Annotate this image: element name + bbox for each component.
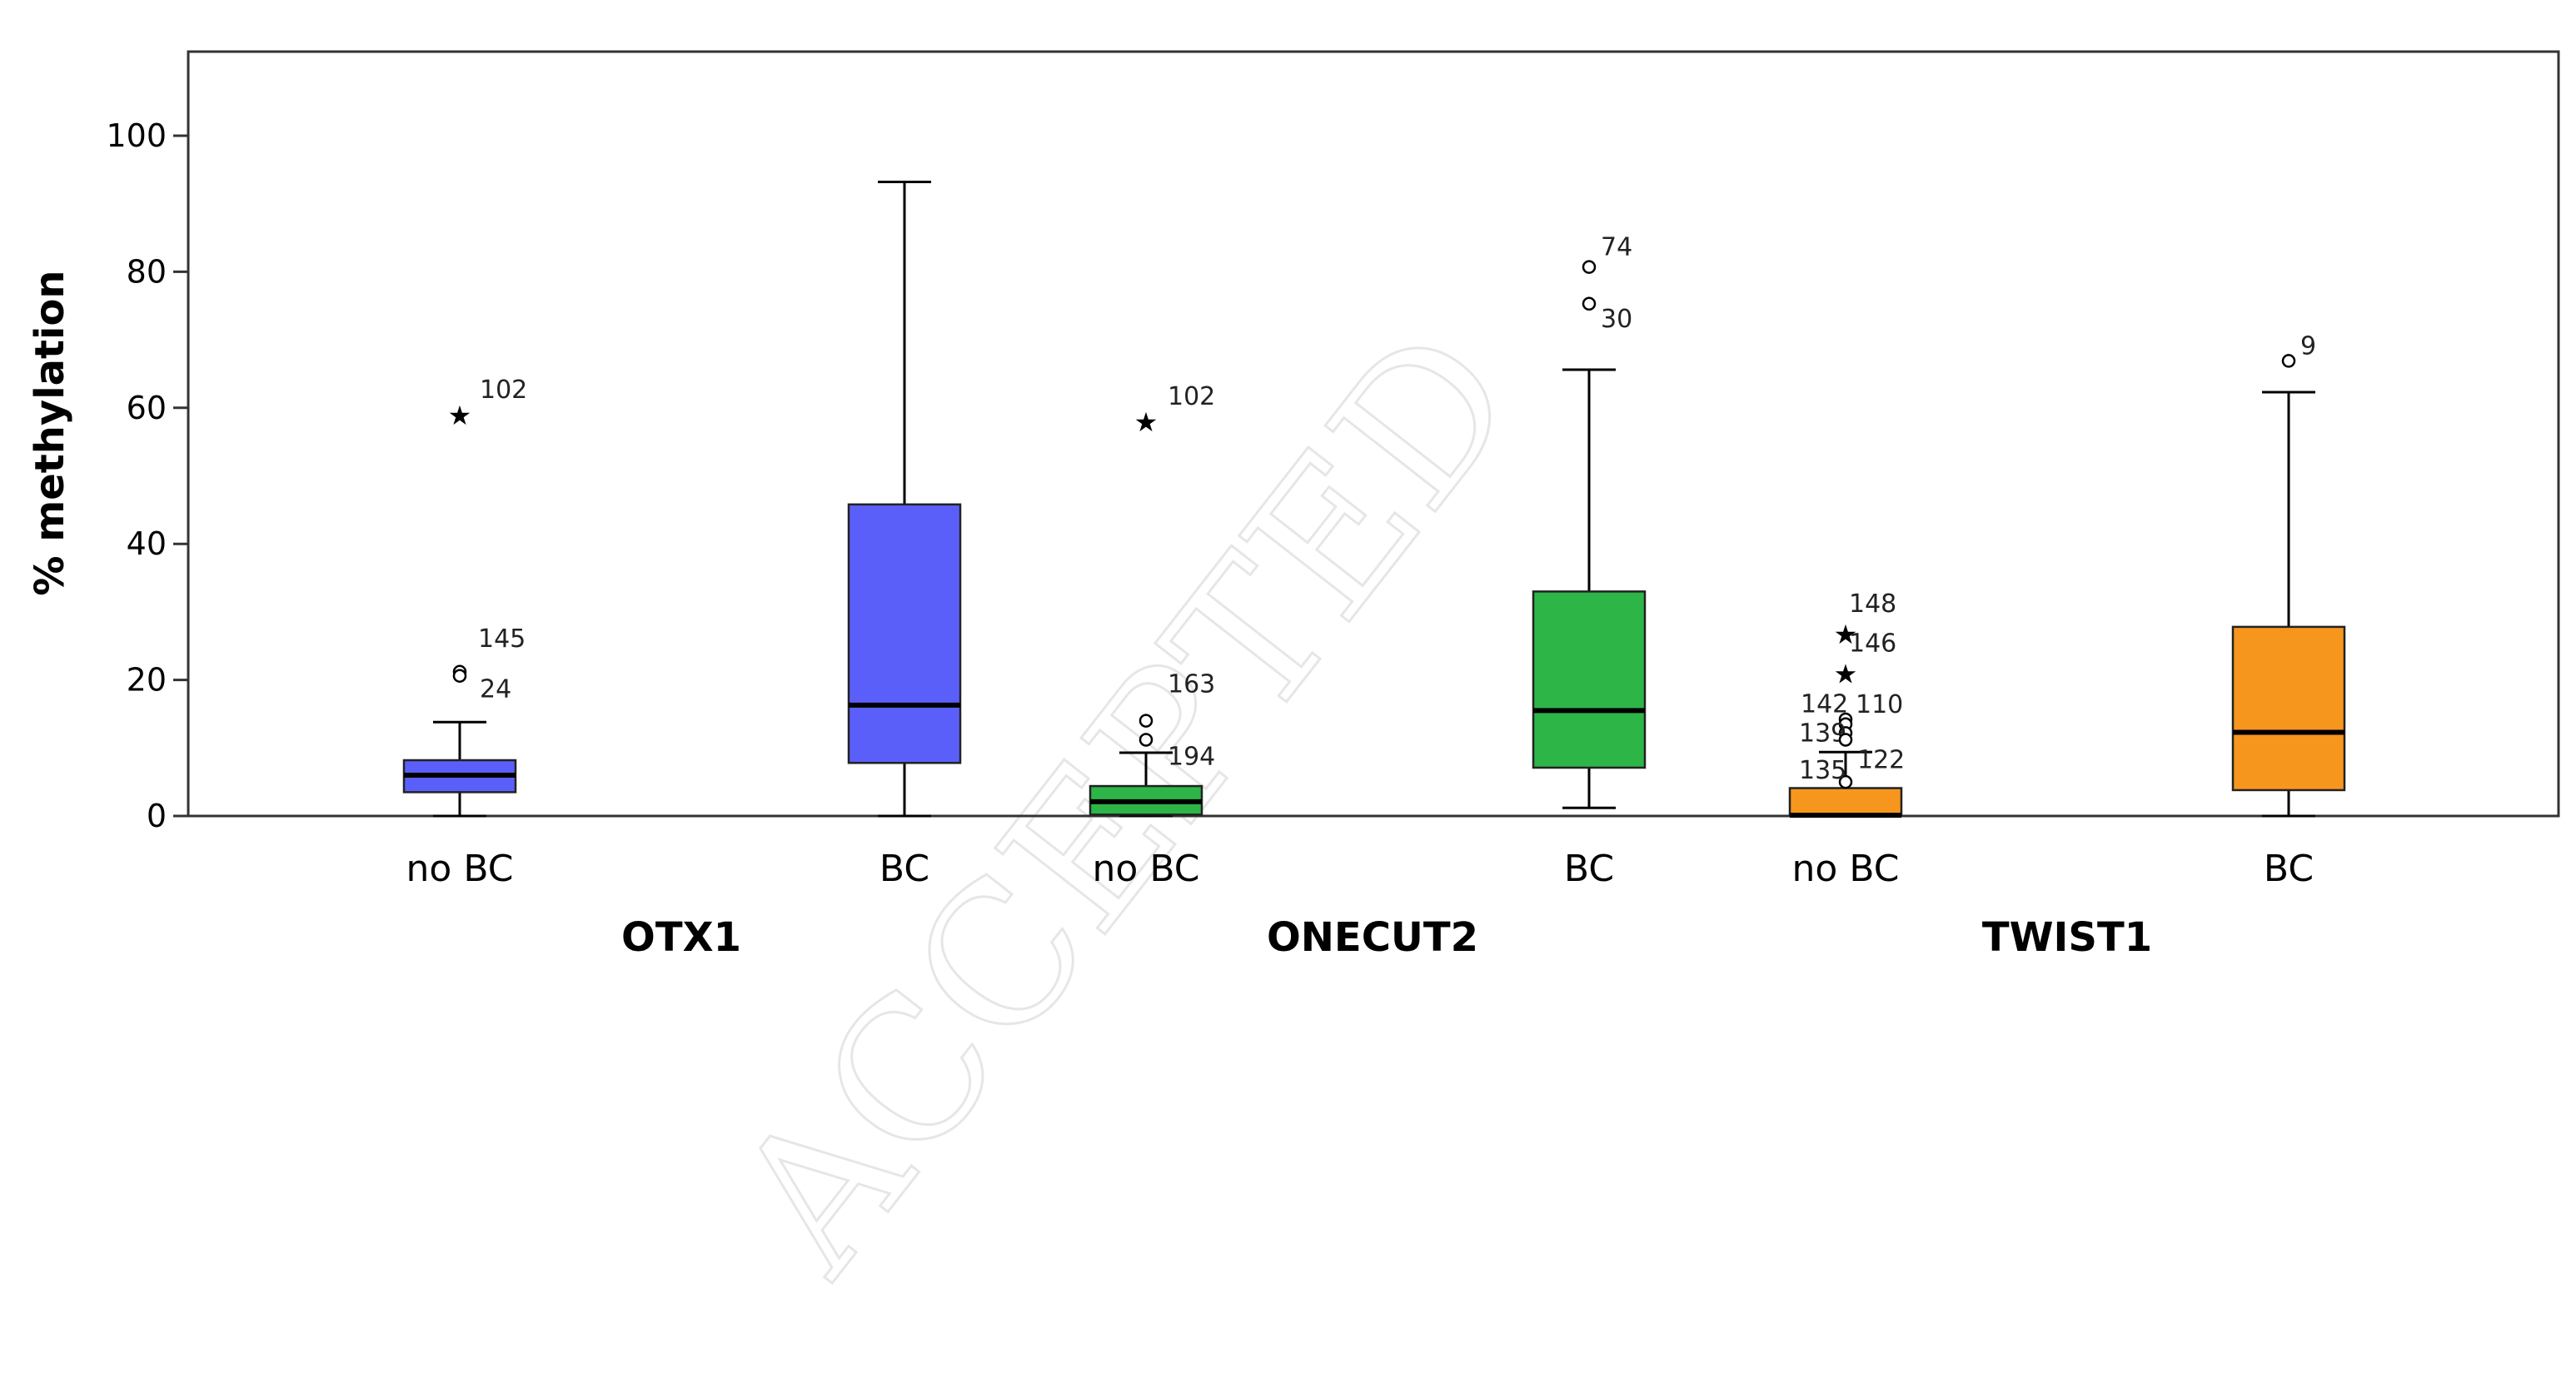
y-tick-label-100: 100: [106, 117, 167, 154]
outlier-label-148: 148: [1849, 590, 1896, 619]
y-tick-label-60: 60: [127, 390, 167, 426]
category-label: BC: [879, 848, 929, 890]
outlier-label-24: 24: [480, 675, 511, 704]
outlier-label-139: 139: [1799, 719, 1846, 748]
outlier-star: ★: [1834, 658, 1858, 689]
y-tick-label-0: 0: [147, 798, 167, 834]
outlier-label-102: 102: [1168, 382, 1215, 411]
outlier-label-102: 102: [480, 376, 527, 405]
box-otx1-no-bc: ★ 102 145 24: [402, 376, 527, 818]
y-axis: 0 20 40 60 80 100: [106, 117, 188, 834]
y-tick-label-20: 20: [127, 662, 167, 699]
iqr-box: [1788, 787, 1903, 818]
outlier-circle: [1838, 774, 1853, 789]
box-twist1-bc: 9: [2231, 331, 2346, 818]
box-onecut2-no-bc: ★ 102 163 194: [1089, 382, 1215, 818]
outlier-label-145: 145: [478, 624, 526, 654]
iqr-box: [1532, 590, 1647, 769]
box-onecut2-bc: 74 30: [1532, 233, 1647, 809]
outlier-label-163: 163: [1168, 670, 1215, 699]
outlier-label-30: 30: [1601, 305, 1632, 334]
y-tick-label-40: 40: [127, 525, 167, 562]
category-label: BC: [2264, 848, 2314, 890]
iqr-box: [2231, 625, 2346, 792]
y-tick-label-80: 80: [127, 253, 167, 290]
outlier-star: ★: [1134, 406, 1158, 438]
outlier-label-74: 74: [1601, 233, 1632, 262]
outlier-star: ★: [1834, 619, 1858, 650]
category-label: BC: [1564, 848, 1614, 890]
outlier-label-110: 110: [1856, 690, 1903, 719]
outlier-circle: [1838, 733, 1853, 747]
outlier-circle: [452, 669, 467, 683]
box-otx1-bc: [847, 181, 962, 818]
outlier-circle: [1139, 714, 1153, 728]
category-label: no BC: [1792, 848, 1900, 890]
outlier-label-9: 9: [2300, 331, 2316, 361]
boxes-layer: ★10214524★1021631947430★148★146110142139…: [402, 181, 2346, 818]
group-label-twist1: TWIST1: [1982, 914, 2152, 961]
y-axis-title: % methylation: [27, 270, 73, 595]
outlier-star: ★: [448, 400, 472, 431]
outlier-circle: [2281, 354, 2296, 368]
outlier-label-135: 135: [1799, 756, 1846, 785]
outlier-label-142: 142: [1801, 690, 1848, 719]
outlier-label-122: 122: [1857, 745, 1905, 774]
group-label-otx1: OTX1: [621, 914, 741, 961]
outlier-label-146: 146: [1849, 629, 1896, 658]
plot-area-frame: [187, 50, 2560, 818]
group-label-onecut2: ONECUT2: [1267, 914, 1478, 961]
iqr-box: [847, 503, 962, 764]
outlier-circle: [1139, 733, 1153, 747]
category-label: no BC: [406, 848, 514, 890]
category-labels: no BC BC OTX1 no BC BC ONECUT2 no BC BC TWIST1: [406, 848, 2314, 961]
outlier-circle: [1582, 260, 1597, 274]
outlier-label-194: 194: [1168, 742, 1215, 771]
outlier-circle: [1582, 296, 1597, 311]
category-label: no BC: [1093, 848, 1200, 890]
